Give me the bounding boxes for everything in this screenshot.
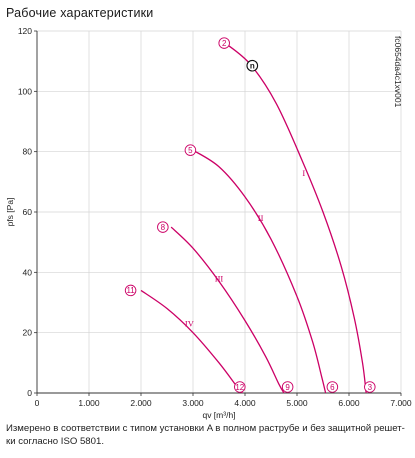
y-tick-label: 0 — [27, 388, 32, 398]
x-tick-label: 4.000 — [234, 398, 256, 408]
gridlines — [36, 30, 402, 394]
series-curve-IV — [140, 289, 243, 394]
operating-point-circle — [246, 59, 259, 72]
marker-5-circle — [184, 144, 197, 156]
x-tick-label: 6.000 — [338, 398, 360, 408]
x-tick-label: 1.000 — [78, 398, 100, 408]
chart-title: Рабочие характеристики — [6, 6, 154, 20]
marker-9-label: 9 — [285, 383, 290, 392]
marker-11-label: 11 — [126, 286, 135, 295]
series-label-IV: IV — [185, 319, 195, 329]
marker-6-circle — [326, 381, 339, 393]
marker-9-circle — [281, 381, 294, 393]
x-tick-label: 5.000 — [286, 398, 308, 408]
y-tick-label: 20 — [23, 328, 33, 338]
operating-point-label: n — [250, 61, 255, 70]
x-tick-label: 2.000 — [130, 398, 152, 408]
series-label-III: III — [215, 273, 224, 283]
y-tick-label: 100 — [18, 86, 32, 96]
marker-12-circle — [234, 381, 246, 393]
x-tick-label: 3.000 — [182, 398, 204, 408]
series-curve-I — [224, 42, 367, 394]
marker-3-circle — [364, 381, 376, 393]
series-curves — [140, 42, 367, 394]
y-tick-label: 40 — [23, 267, 33, 277]
y-tick-label: 60 — [23, 207, 33, 217]
axes: 0 1.000 2.000 3.000 4.000 5.000 6.000 7.000 0 20 4… — [5, 26, 412, 420]
marker-8-label: 8 — [161, 223, 166, 232]
marker-2-circle — [218, 37, 230, 49]
x-tick-label: 7.000 — [390, 398, 412, 408]
marker-11-circle — [124, 284, 137, 297]
marker-5-label: 5 — [188, 146, 193, 155]
x-tick-label: 0 — [35, 398, 40, 408]
series-label-I: I — [302, 168, 305, 178]
marker-8-circle — [157, 221, 169, 233]
y-tick-label: 120 — [18, 26, 32, 36]
x-axis-label: qv [m³/h] — [202, 410, 235, 420]
marker-12-label: 12 — [235, 383, 244, 392]
measurement-note: Измерено в соответствии с типом установк… — [6, 423, 405, 447]
series-label-II: II — [258, 213, 264, 223]
marker-6-label: 6 — [330, 383, 335, 392]
y-tick-label: 80 — [23, 147, 33, 157]
marker-3-label: 3 — [368, 383, 373, 392]
y-axis-label: pfs [Pa] — [5, 198, 15, 227]
marker-2-label: 2 — [222, 39, 227, 48]
series-curve-III — [170, 226, 285, 394]
figure-code-label: fc0654da4c1xv001 — [393, 36, 403, 108]
series-curve-II — [192, 149, 327, 394]
